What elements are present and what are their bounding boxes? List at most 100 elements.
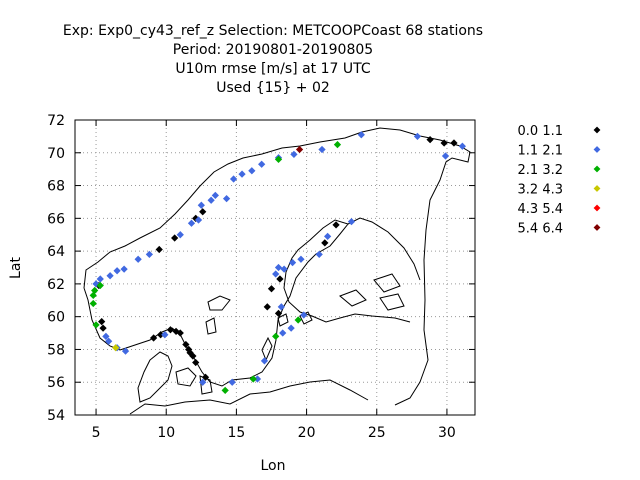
legend-marker [593,146,601,153]
station-marker [297,255,305,263]
legend-label: 3.2 4.3 [518,183,563,198]
axis-ticks: 5 10 15 20 25 30 54 56 58 60 62 64 66 68 70 72 [47,113,475,441]
station-marker [201,373,210,381]
station-marker [176,329,184,337]
station-marker [106,272,114,280]
station-marker [171,234,179,242]
station-marker [272,332,280,340]
station-marker [121,347,130,355]
station-marker [277,303,285,311]
station-marker [120,265,128,273]
station-marker [280,265,288,273]
station-marker [222,195,231,203]
station-marker [357,131,365,139]
station-markers [89,131,466,395]
title-line-4: Used {15} + 02 [216,80,330,96]
station-marker [458,142,466,150]
station-marker [155,245,163,254]
station-marker [176,231,184,239]
legend-entry: 3.2 4.3 [518,183,601,198]
chart-title: Exp: Exp0_cy43_ref_z Selection: METCOOPC… [63,23,483,96]
legend-entry: 2.1 3.2 [518,163,601,178]
station-marker [89,291,97,299]
station-marker [92,321,100,329]
title-line-1: Exp: Exp0_cy43_ref_z Selection: METCOOPC… [63,23,483,39]
station-marker [249,375,257,383]
y-tick-label: 64 [47,244,65,260]
station-marker [186,349,194,357]
station-marker [134,255,142,263]
station-marker [258,160,266,168]
station-marker [199,208,207,216]
station-marker [276,275,284,283]
legend-marker [593,224,601,231]
station-marker [238,170,246,178]
station-marker [274,309,283,318]
station-marker [315,250,323,259]
x-tick-label: 15 [227,425,245,441]
station-marker [426,136,434,144]
legend-entry: 1.1 2.1 [518,144,601,159]
station-marker [272,270,280,278]
station-marker [332,221,340,229]
y-tick-label: 54 [47,408,65,424]
x-tick-label: 30 [438,425,456,441]
station-marker [347,217,356,226]
legend-marker [593,165,601,173]
legend-marker [593,126,601,134]
station-marker [295,145,304,154]
station-marker [221,386,229,395]
legend-marker [593,204,601,212]
coastline-map [83,127,471,415]
y-tick-label: 56 [47,375,65,391]
y-tick-label: 68 [47,179,65,195]
legend-entry: 4.3 5.4 [518,202,601,217]
station-marker [441,152,450,160]
station-marker [228,378,236,386]
y-tick-label: 58 [47,342,65,358]
legend-label: 5.4 6.4 [518,222,563,237]
station-marker [113,267,121,275]
legend-entry: 0.0 1.1 [518,124,601,139]
station-marker [294,316,302,324]
station-marker [192,358,200,367]
station-marker [321,239,329,247]
station-marker [450,139,458,147]
station-marker [287,324,295,332]
legend-marker [593,185,601,192]
station-marker [274,155,283,163]
station-marker [199,378,207,386]
station-marker [279,329,287,337]
plot-frame [74,119,476,416]
station-marker [211,191,219,200]
x-tick-label: 5 [92,425,101,441]
station-marker [248,167,256,175]
x-axis-label: Lon [261,458,286,474]
station-marker [102,332,110,340]
y-axis-label: Lat [8,257,24,279]
y-tick-label: 66 [47,211,65,227]
station-marker [413,132,422,141]
station-marker [324,232,332,240]
station-marker [229,175,238,183]
y-tick-label: 72 [47,113,65,129]
y-tick-label: 70 [47,146,65,162]
station-marker [440,139,448,147]
title-line-3: U10m rmse [m/s] at 17 UTC [175,61,370,77]
title-line-2: Period: 20190801-20190805 [173,42,373,58]
y-tick-label: 62 [47,277,65,293]
station-marker [267,285,276,293]
station-marker [187,219,196,227]
station-marker [263,303,271,311]
legend-entry: 5.4 6.4 [518,222,601,237]
station-marker [145,250,154,259]
station-marker [99,324,107,332]
station-marker [98,317,106,326]
station-marker [89,299,97,308]
station-marker [96,275,104,283]
station-marker [112,344,120,352]
x-tick-label: 10 [157,425,175,441]
legend-label: 2.1 3.2 [518,163,563,178]
station-marker [182,340,190,349]
